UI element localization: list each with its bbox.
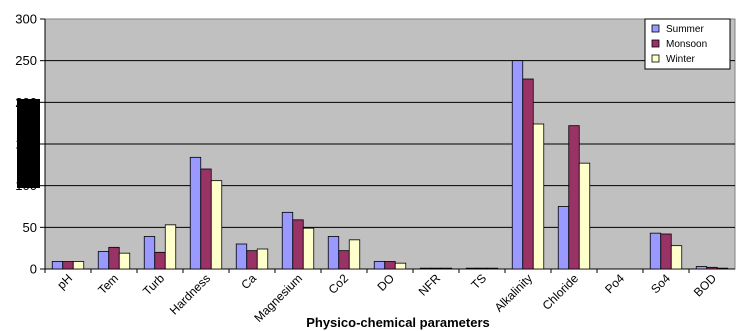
bar-monsoon-7 bbox=[384, 261, 396, 270]
legend-swatch-summer bbox=[651, 24, 660, 33]
y-tick-label: 300 bbox=[15, 12, 37, 27]
bar-monsoon-14 bbox=[706, 266, 718, 270]
bar-summer-7 bbox=[373, 261, 386, 270]
gridlines bbox=[45, 60, 735, 228]
bar-winter-5 bbox=[302, 227, 315, 270]
bar-winter-8 bbox=[440, 267, 453, 270]
legend-swatch-monsoon bbox=[651, 39, 660, 48]
bar-summer-6 bbox=[327, 236, 340, 270]
bar-winter-2 bbox=[164, 224, 177, 270]
bar-monsoon-13 bbox=[660, 233, 672, 270]
bar-winter-14 bbox=[716, 267, 729, 270]
bar-winter-10 bbox=[532, 123, 545, 270]
bar-monsoon-3 bbox=[200, 168, 212, 270]
bar-summer-4 bbox=[235, 243, 248, 270]
bar-summer-8 bbox=[419, 267, 432, 270]
bar-winter-0 bbox=[72, 261, 85, 270]
bar-monsoon-9 bbox=[476, 267, 488, 270]
bar-summer-14 bbox=[695, 266, 708, 270]
y-tick-label: 50 bbox=[23, 220, 37, 235]
bar-winter-1 bbox=[118, 252, 131, 270]
bar-monsoon-8 bbox=[430, 267, 442, 270]
bar-summer-9 bbox=[465, 267, 478, 270]
bar-winter-4 bbox=[256, 248, 269, 270]
bar-winter-13 bbox=[670, 245, 683, 270]
bar-monsoon-0 bbox=[62, 261, 74, 270]
bar-summer-11 bbox=[557, 206, 570, 270]
legend-label-winter: Winter bbox=[666, 54, 696, 65]
bar-winter-11 bbox=[578, 162, 591, 270]
legend-label-monsoon: Monsoon bbox=[666, 39, 707, 50]
legend: Summer Monsoon Winter bbox=[644, 18, 731, 70]
bar-winter-3 bbox=[210, 180, 223, 270]
bar-monsoon-6 bbox=[338, 250, 350, 270]
bar-monsoon-1 bbox=[108, 246, 120, 270]
legend-label-summer: Summer bbox=[666, 24, 704, 35]
bar-winter-6 bbox=[348, 239, 361, 270]
bars bbox=[51, 60, 729, 270]
bar-summer-10 bbox=[511, 60, 524, 270]
bar-summer-13 bbox=[649, 232, 662, 270]
y-tick-label: 0 bbox=[30, 262, 37, 277]
bar-winter-7 bbox=[394, 262, 407, 270]
bar-monsoon-5 bbox=[292, 219, 304, 270]
x-axis-title: Physico-chemical parameters bbox=[306, 315, 490, 330]
y-tick-label: 250 bbox=[15, 53, 37, 68]
bar-summer-2 bbox=[143, 236, 156, 270]
bar-summer-5 bbox=[281, 211, 294, 270]
bar-winter-9 bbox=[486, 267, 499, 270]
occluding-black-block bbox=[17, 99, 40, 188]
bar-monsoon-4 bbox=[246, 250, 258, 270]
bar-summer-3 bbox=[189, 156, 202, 270]
bar-monsoon-10 bbox=[522, 78, 534, 270]
legend-swatch-winter bbox=[651, 54, 660, 63]
bar-monsoon-11 bbox=[568, 125, 580, 270]
bar-summer-1 bbox=[97, 251, 110, 270]
bar-summer-0 bbox=[51, 261, 64, 270]
bar-monsoon-2 bbox=[154, 251, 166, 270]
